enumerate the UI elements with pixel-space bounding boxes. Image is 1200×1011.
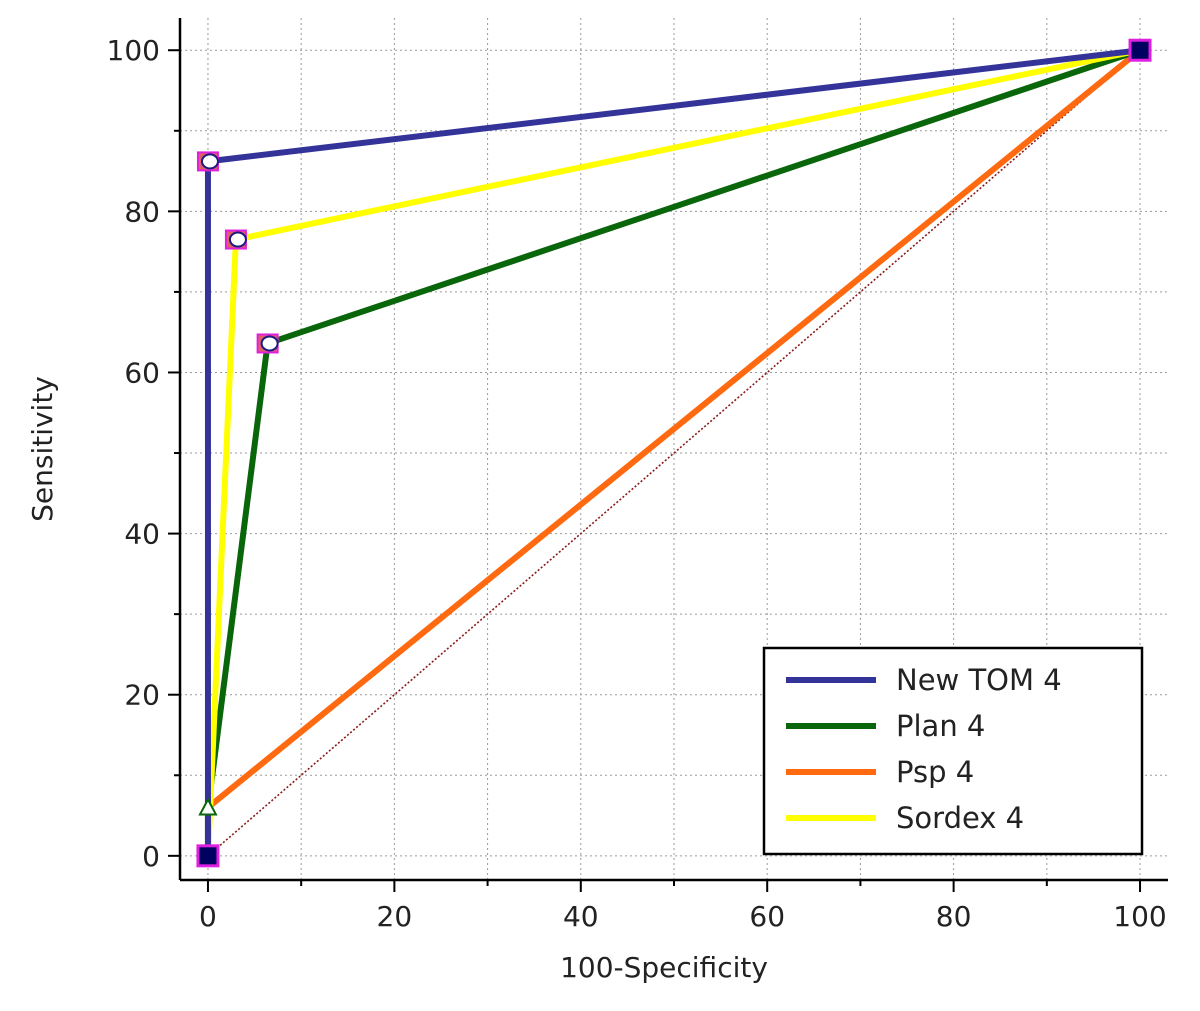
x-tick-label: 0: [199, 900, 217, 933]
x-axis-title: 100-Specificity: [560, 951, 768, 984]
legend-label-sordex-4: Sordex 4: [896, 801, 1024, 835]
legend: New TOM 4 Plan 4 Psp 4 Sordex 4: [762, 646, 1144, 856]
x-tick-label: 60: [749, 900, 785, 933]
y-tick-label: 100: [107, 34, 160, 67]
cut-point-marker-psp-4: [198, 797, 218, 816]
y-axis-title: Sensitivity: [26, 376, 59, 522]
endpoint-marker: [1128, 38, 1152, 62]
markers: [196, 38, 1152, 868]
y-tick-label: 40: [124, 518, 160, 551]
cut-point-marker-sordex-4: [228, 231, 247, 248]
y-tick-label: 0: [142, 840, 160, 873]
reference-line: [207, 49, 1141, 857]
legend-label-new-tom-4: New TOM 4: [896, 663, 1062, 697]
legend-label-psp-4: Psp 4: [896, 755, 974, 789]
x-tick-label: 20: [377, 900, 413, 933]
cut-point-marker-plan-4: [260, 335, 279, 352]
y-tick-label: 20: [124, 679, 160, 712]
cut-point-marker-new-tom-4: [200, 153, 219, 170]
y-tick-label: 80: [124, 195, 160, 228]
legend-label-plan-4: Plan 4: [896, 709, 985, 743]
x-tick-label: 100: [1113, 900, 1166, 933]
axes: 0 20 40 60 80 100 0 20 40 60 80 100 100-Specificity S…: [26, 18, 1168, 984]
y-tick-label: 60: [124, 356, 160, 389]
x-tick-label: 80: [936, 900, 972, 933]
origin-marker: [196, 844, 220, 868]
x-tick-label: 40: [563, 900, 599, 933]
reference-diagonal: [207, 49, 1141, 857]
